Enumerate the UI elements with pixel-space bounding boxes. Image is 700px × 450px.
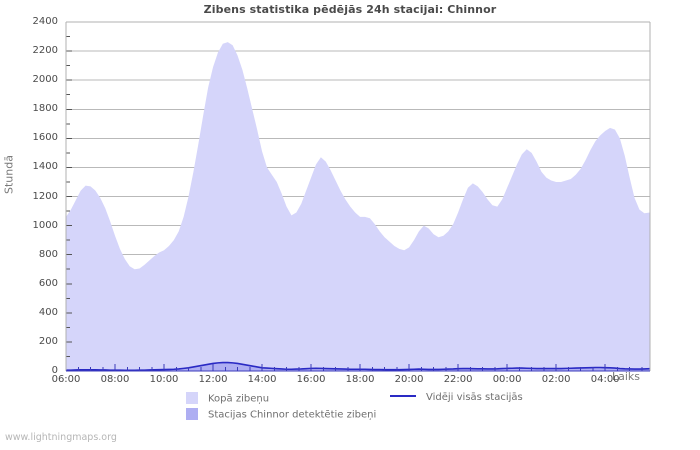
- legend-item[interactable]: Vidēji visās stacijās: [390, 392, 523, 404]
- legend-item[interactable]: Kopā zibeņu: [186, 392, 269, 405]
- x-tick-label: 10:00: [149, 374, 179, 385]
- legend-color-swatch: [186, 392, 198, 404]
- watermark: www.lightningmaps.org: [5, 432, 117, 443]
- y-tick-label: 2400: [32, 16, 58, 27]
- legend-label: Vidēji visās stacijās: [426, 392, 523, 403]
- y-tick-label: 1200: [32, 190, 58, 202]
- x-tick-label: 16:00: [296, 374, 326, 385]
- y-tick-label: 200: [38, 335, 58, 347]
- chart-legend: Kopā zibeņu Stacijas Chinnor detektētie z…: [0, 392, 700, 426]
- x-axis-label: Laiks: [612, 370, 641, 383]
- y-tick-label: 400: [38, 306, 58, 318]
- x-tick-label: 04:00: [590, 374, 620, 385]
- x-tick-label: 14:00: [247, 374, 277, 385]
- y-axis-tick-labels: 0 200 400 600 800 1000 1200 1400 1600 1800 2000 220…: [0, 0, 58, 450]
- x-tick-label: 22:00: [443, 374, 473, 385]
- chart-title: Zibens statistika pēdējās 24h stacijai: …: [203, 3, 497, 16]
- y-tick-label: 0: [51, 365, 58, 376]
- x-tick-label: 20:00: [394, 374, 424, 385]
- y-tick-label: 1400: [32, 161, 58, 173]
- y-tick-label: 800: [38, 248, 58, 260]
- y-tick-label: 1600: [32, 132, 58, 144]
- x-tick-label: 18:00: [345, 374, 375, 385]
- x-tick-label: 08:00: [100, 374, 130, 385]
- legend-color-swatch: [186, 408, 198, 420]
- y-tick-label: 600: [38, 277, 58, 289]
- y-tick-label: 1000: [32, 219, 58, 231]
- legend-item[interactable]: Stacijas Chinnor detektētie zibeņi: [186, 408, 376, 421]
- legend-label: Stacijas Chinnor detektētie zibeņi: [208, 409, 377, 421]
- x-tick-label: 00:00: [492, 374, 522, 385]
- legend-label: Kopā zibeņu: [208, 393, 270, 405]
- legend-line-marker: [390, 394, 416, 397]
- x-axis-tick-labels: 06:00 08:00 10:00 12:00 14:00 16:00 18:00 20:00…: [0, 374, 700, 390]
- y-tick-label: 2000: [32, 74, 58, 86]
- x-tick-label: 06:00: [51, 374, 81, 385]
- y-tick-label: 2200: [32, 45, 58, 57]
- y-tick-label: 1800: [32, 103, 58, 115]
- x-tick-label: 02:00: [541, 374, 571, 385]
- x-tick-label: 12:00: [198, 374, 228, 385]
